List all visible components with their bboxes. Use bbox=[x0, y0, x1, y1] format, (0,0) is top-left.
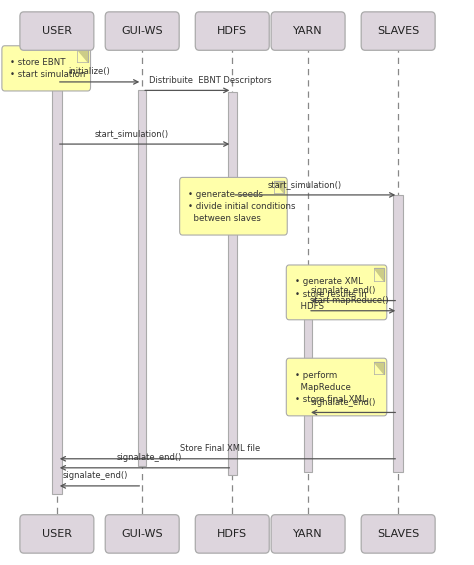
Text: GUI-WS: GUI-WS bbox=[121, 529, 163, 539]
Polygon shape bbox=[77, 49, 88, 62]
FancyBboxPatch shape bbox=[286, 358, 387, 416]
FancyBboxPatch shape bbox=[2, 46, 91, 91]
FancyBboxPatch shape bbox=[271, 12, 345, 50]
FancyBboxPatch shape bbox=[304, 311, 312, 472]
Text: signalate_end(): signalate_end() bbox=[63, 471, 128, 480]
FancyBboxPatch shape bbox=[361, 12, 435, 50]
FancyBboxPatch shape bbox=[195, 12, 269, 50]
FancyBboxPatch shape bbox=[105, 515, 179, 553]
FancyBboxPatch shape bbox=[52, 82, 62, 494]
Text: • generate seeds
• divide initial conditions
  between slaves: • generate seeds • divide initial condit… bbox=[188, 190, 296, 223]
Polygon shape bbox=[374, 268, 384, 281]
FancyBboxPatch shape bbox=[180, 177, 287, 235]
Text: HDFS: HDFS bbox=[217, 529, 247, 539]
Text: YARN: YARN bbox=[293, 529, 323, 539]
Polygon shape bbox=[274, 181, 284, 193]
Text: initialize(): initialize() bbox=[69, 67, 110, 76]
FancyBboxPatch shape bbox=[105, 12, 179, 50]
Text: SLAVES: SLAVES bbox=[377, 529, 419, 539]
Text: signalate_end(): signalate_end() bbox=[116, 453, 182, 462]
FancyBboxPatch shape bbox=[361, 515, 435, 553]
Text: Store Final XML file: Store Final XML file bbox=[180, 444, 260, 453]
Polygon shape bbox=[374, 362, 384, 374]
Text: YARN: YARN bbox=[293, 26, 323, 36]
FancyBboxPatch shape bbox=[271, 515, 345, 553]
Text: Distribuite  EBNT Descriptors: Distribuite EBNT Descriptors bbox=[149, 76, 272, 85]
Text: • perform
  MapReduce
• store final XML: • perform MapReduce • store final XML bbox=[295, 371, 366, 404]
Text: USER: USER bbox=[42, 26, 72, 36]
FancyBboxPatch shape bbox=[138, 90, 146, 466]
Text: SLAVES: SLAVES bbox=[377, 26, 419, 36]
FancyBboxPatch shape bbox=[228, 92, 237, 475]
Text: • store EBNT
• start simulation: • store EBNT • start simulation bbox=[10, 58, 86, 79]
Text: USER: USER bbox=[42, 529, 72, 539]
Text: signalate_end(): signalate_end() bbox=[310, 398, 376, 407]
Text: start_simulation(): start_simulation() bbox=[95, 129, 169, 138]
FancyBboxPatch shape bbox=[20, 515, 94, 553]
Text: • generate XML
• store results in
  HDFS: • generate XML • store results in HDFS bbox=[295, 277, 366, 311]
FancyBboxPatch shape bbox=[286, 265, 387, 320]
Text: signalate_end(): signalate_end() bbox=[310, 286, 376, 295]
Text: HDFS: HDFS bbox=[217, 26, 247, 36]
Text: start_simulation(): start_simulation() bbox=[268, 180, 342, 189]
FancyBboxPatch shape bbox=[20, 12, 94, 50]
FancyBboxPatch shape bbox=[195, 515, 269, 553]
Text: start mapReduce(): start mapReduce() bbox=[310, 296, 389, 305]
FancyBboxPatch shape bbox=[393, 195, 403, 472]
Text: GUI-WS: GUI-WS bbox=[121, 26, 163, 36]
